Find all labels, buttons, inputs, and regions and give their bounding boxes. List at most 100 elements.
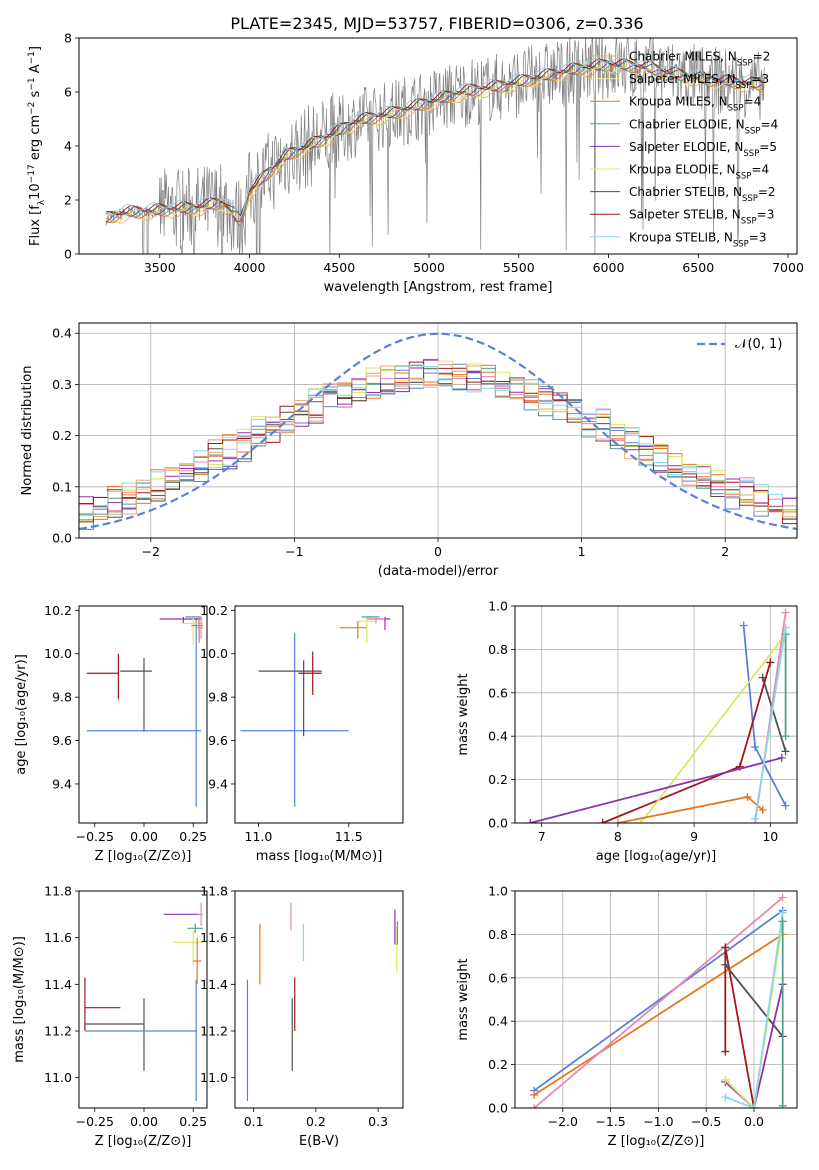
x-tick-label: 4500 <box>323 260 355 275</box>
panel-residuals: −2 −1 0 1 2 0.0 0.1 0.2 0.3 0.4 (data-model)/error… <box>20 322 798 579</box>
x-tick-label: 1 <box>578 544 586 559</box>
y-tick-label: 0.2 <box>52 428 72 443</box>
axes-frame <box>514 605 798 824</box>
y-axis-label: age [log₁₀(age/yr)] <box>14 654 29 775</box>
x-tick-label: 0.25 <box>179 1114 207 1129</box>
weight-line <box>533 933 784 1096</box>
x-tick-label: 5000 <box>413 260 445 275</box>
y-axis-label: mass weight <box>456 958 471 1040</box>
plot-area <box>246 902 398 1101</box>
weight-line <box>724 912 784 1108</box>
x-axis-label: Z [log₁₀(Z/Z⊙)] <box>95 849 192 864</box>
x-tick-label: 6500 <box>682 260 714 275</box>
y-tick-label: 9.6 <box>52 733 72 748</box>
weight-line <box>533 896 784 1108</box>
model-line <box>105 56 764 218</box>
axes-frame <box>234 605 404 824</box>
model-line <box>105 58 764 217</box>
legend-entry: Chabrier ELODIE, NSSP=4 <box>629 117 778 136</box>
y-tick-label: 2 <box>64 193 72 208</box>
model-line <box>105 63 764 226</box>
weight-marker <box>598 819 607 823</box>
x-tick-label: −0.25 <box>76 1114 114 1129</box>
weight-marker <box>781 747 790 756</box>
legend: Chabrier MILES, NSSP=2 Salpeter MILES, NS… <box>590 50 778 249</box>
y-axis-label: Flux [fλ10−17 erg cm−2 s−1 A−1] <box>27 46 47 246</box>
model-line <box>105 66 764 226</box>
legend-entry: Salpeter ELODIE, NSSP=5 <box>629 140 777 159</box>
weight-marker <box>781 608 790 617</box>
y-tick-label: 0.6 <box>488 685 508 700</box>
y-tick-label: 11.8 <box>44 884 72 899</box>
x-tick-label: 11.0 <box>245 829 273 844</box>
y-tick-label: 0.0 <box>52 531 72 546</box>
x-tick-label: −1.0 <box>643 1114 673 1129</box>
grid <box>79 323 797 539</box>
y-tick-label: 0.2 <box>488 772 508 787</box>
y-tick-label: 0.1 <box>52 479 72 494</box>
y-tick-label: 0.8 <box>488 642 508 657</box>
weight-marker <box>530 1090 539 1099</box>
x-tick-label: 6000 <box>593 260 625 275</box>
weight-marker <box>613 819 622 823</box>
y-axis-label: mass [log₁₀(M/M⊙)] <box>12 936 27 1063</box>
panel-weight-vs-Z: −2.0 −1.5 −1.0 −0.5 0.0 0.0 0.2 0.4 0.6 0.8 1.0 Z [… <box>456 884 798 1149</box>
weight-marker <box>781 801 790 810</box>
weight-line <box>640 633 787 823</box>
weight-marker <box>778 917 787 926</box>
plot-area <box>79 332 797 531</box>
panel-age-vs-Z: −0.25 0.00 0.25 9.4 9.6 9.8 10.0 10.2 Z [log₁₀(Z… <box>14 603 208 864</box>
x-tick-label: −1.5 <box>595 1114 625 1129</box>
y-tick-label: 0.4 <box>488 729 508 744</box>
y-tick-label: 11.6 <box>200 930 228 945</box>
y-tick-label: 10.2 <box>200 603 228 618</box>
weight-marker <box>721 943 730 952</box>
axes-frame <box>514 890 798 1109</box>
histogram-line <box>79 364 797 517</box>
gaussian-curve <box>79 332 797 531</box>
plot-area <box>105 38 765 254</box>
y-tick-label: 11.0 <box>200 1070 228 1085</box>
y-tick-label: 11.6 <box>44 930 72 945</box>
axes-frame <box>78 890 208 1109</box>
x-tick-label: 4000 <box>234 260 266 275</box>
x-axis-label: mass [log₁₀(M/M⊙)] <box>256 849 383 864</box>
weight-marker <box>751 814 760 823</box>
x-axis-label: (data-model)/error <box>378 564 499 579</box>
panel-mass-vs-Z: −0.25 0.00 0.25 11.0 11.2 11.4 11.6 11.8 Z [log₁… <box>12 884 208 1149</box>
x-tick-label: 0.00 <box>130 829 158 844</box>
weight-marker <box>526 819 535 823</box>
y-tick-label: 6 <box>64 85 72 100</box>
weight-line <box>724 984 784 1108</box>
legend-entry: Kroupa ELODIE, NSSP=4 <box>629 163 769 182</box>
x-tick-label: 11.5 <box>335 829 363 844</box>
y-tick-label: 11.4 <box>44 977 72 992</box>
legend-entry: Salpeter MILES, NSSP=3 <box>629 72 769 91</box>
x-tick-label: 10 <box>762 829 778 844</box>
x-tick-label: 9 <box>690 829 698 844</box>
x-tick-label: 0.2 <box>306 1114 326 1129</box>
y-tick-label: 0.4 <box>488 1014 508 1029</box>
y-tick-label: 8 <box>64 31 72 46</box>
x-axis-label: Z [log₁₀(Z/Z⊙)] <box>608 1134 705 1149</box>
weight-marker <box>766 658 775 667</box>
y-tick-label: 11.2 <box>200 1024 228 1039</box>
x-tick-label: 0.00 <box>130 1114 158 1129</box>
panel-age-vs-mass: 11.0 11.5 9.4 9.6 9.8 10.0 10.2 mass [log₁₀(M/M… <box>200 603 404 864</box>
x-tick-label: 0.25 <box>179 829 207 844</box>
plot-area <box>526 608 790 823</box>
weight-line <box>533 909 784 1092</box>
x-tick-label: 0.0 <box>744 1114 764 1129</box>
y-tick-label: 11.4 <box>200 977 228 992</box>
y-tick-label: 11.0 <box>44 1070 72 1085</box>
x-tick-label: −0.25 <box>76 829 114 844</box>
weight-marker <box>739 621 748 630</box>
legend-entry: Kroupa MILES, NSSP=4 <box>629 95 761 114</box>
weight-marker <box>758 805 767 814</box>
legend-entry: Chabrier STELIB, NSSP=2 <box>629 185 776 204</box>
x-tick-label: 0.3 <box>368 1114 388 1129</box>
weight-marker <box>636 819 645 823</box>
x-tick-label: 0.1 <box>244 1114 264 1129</box>
model-line <box>105 61 764 223</box>
panel-weight-vs-age: 7 8 9 10 0.0 0.2 0.4 0.6 0.8 1.0 age [log₁₀(age/yr… <box>456 599 798 864</box>
